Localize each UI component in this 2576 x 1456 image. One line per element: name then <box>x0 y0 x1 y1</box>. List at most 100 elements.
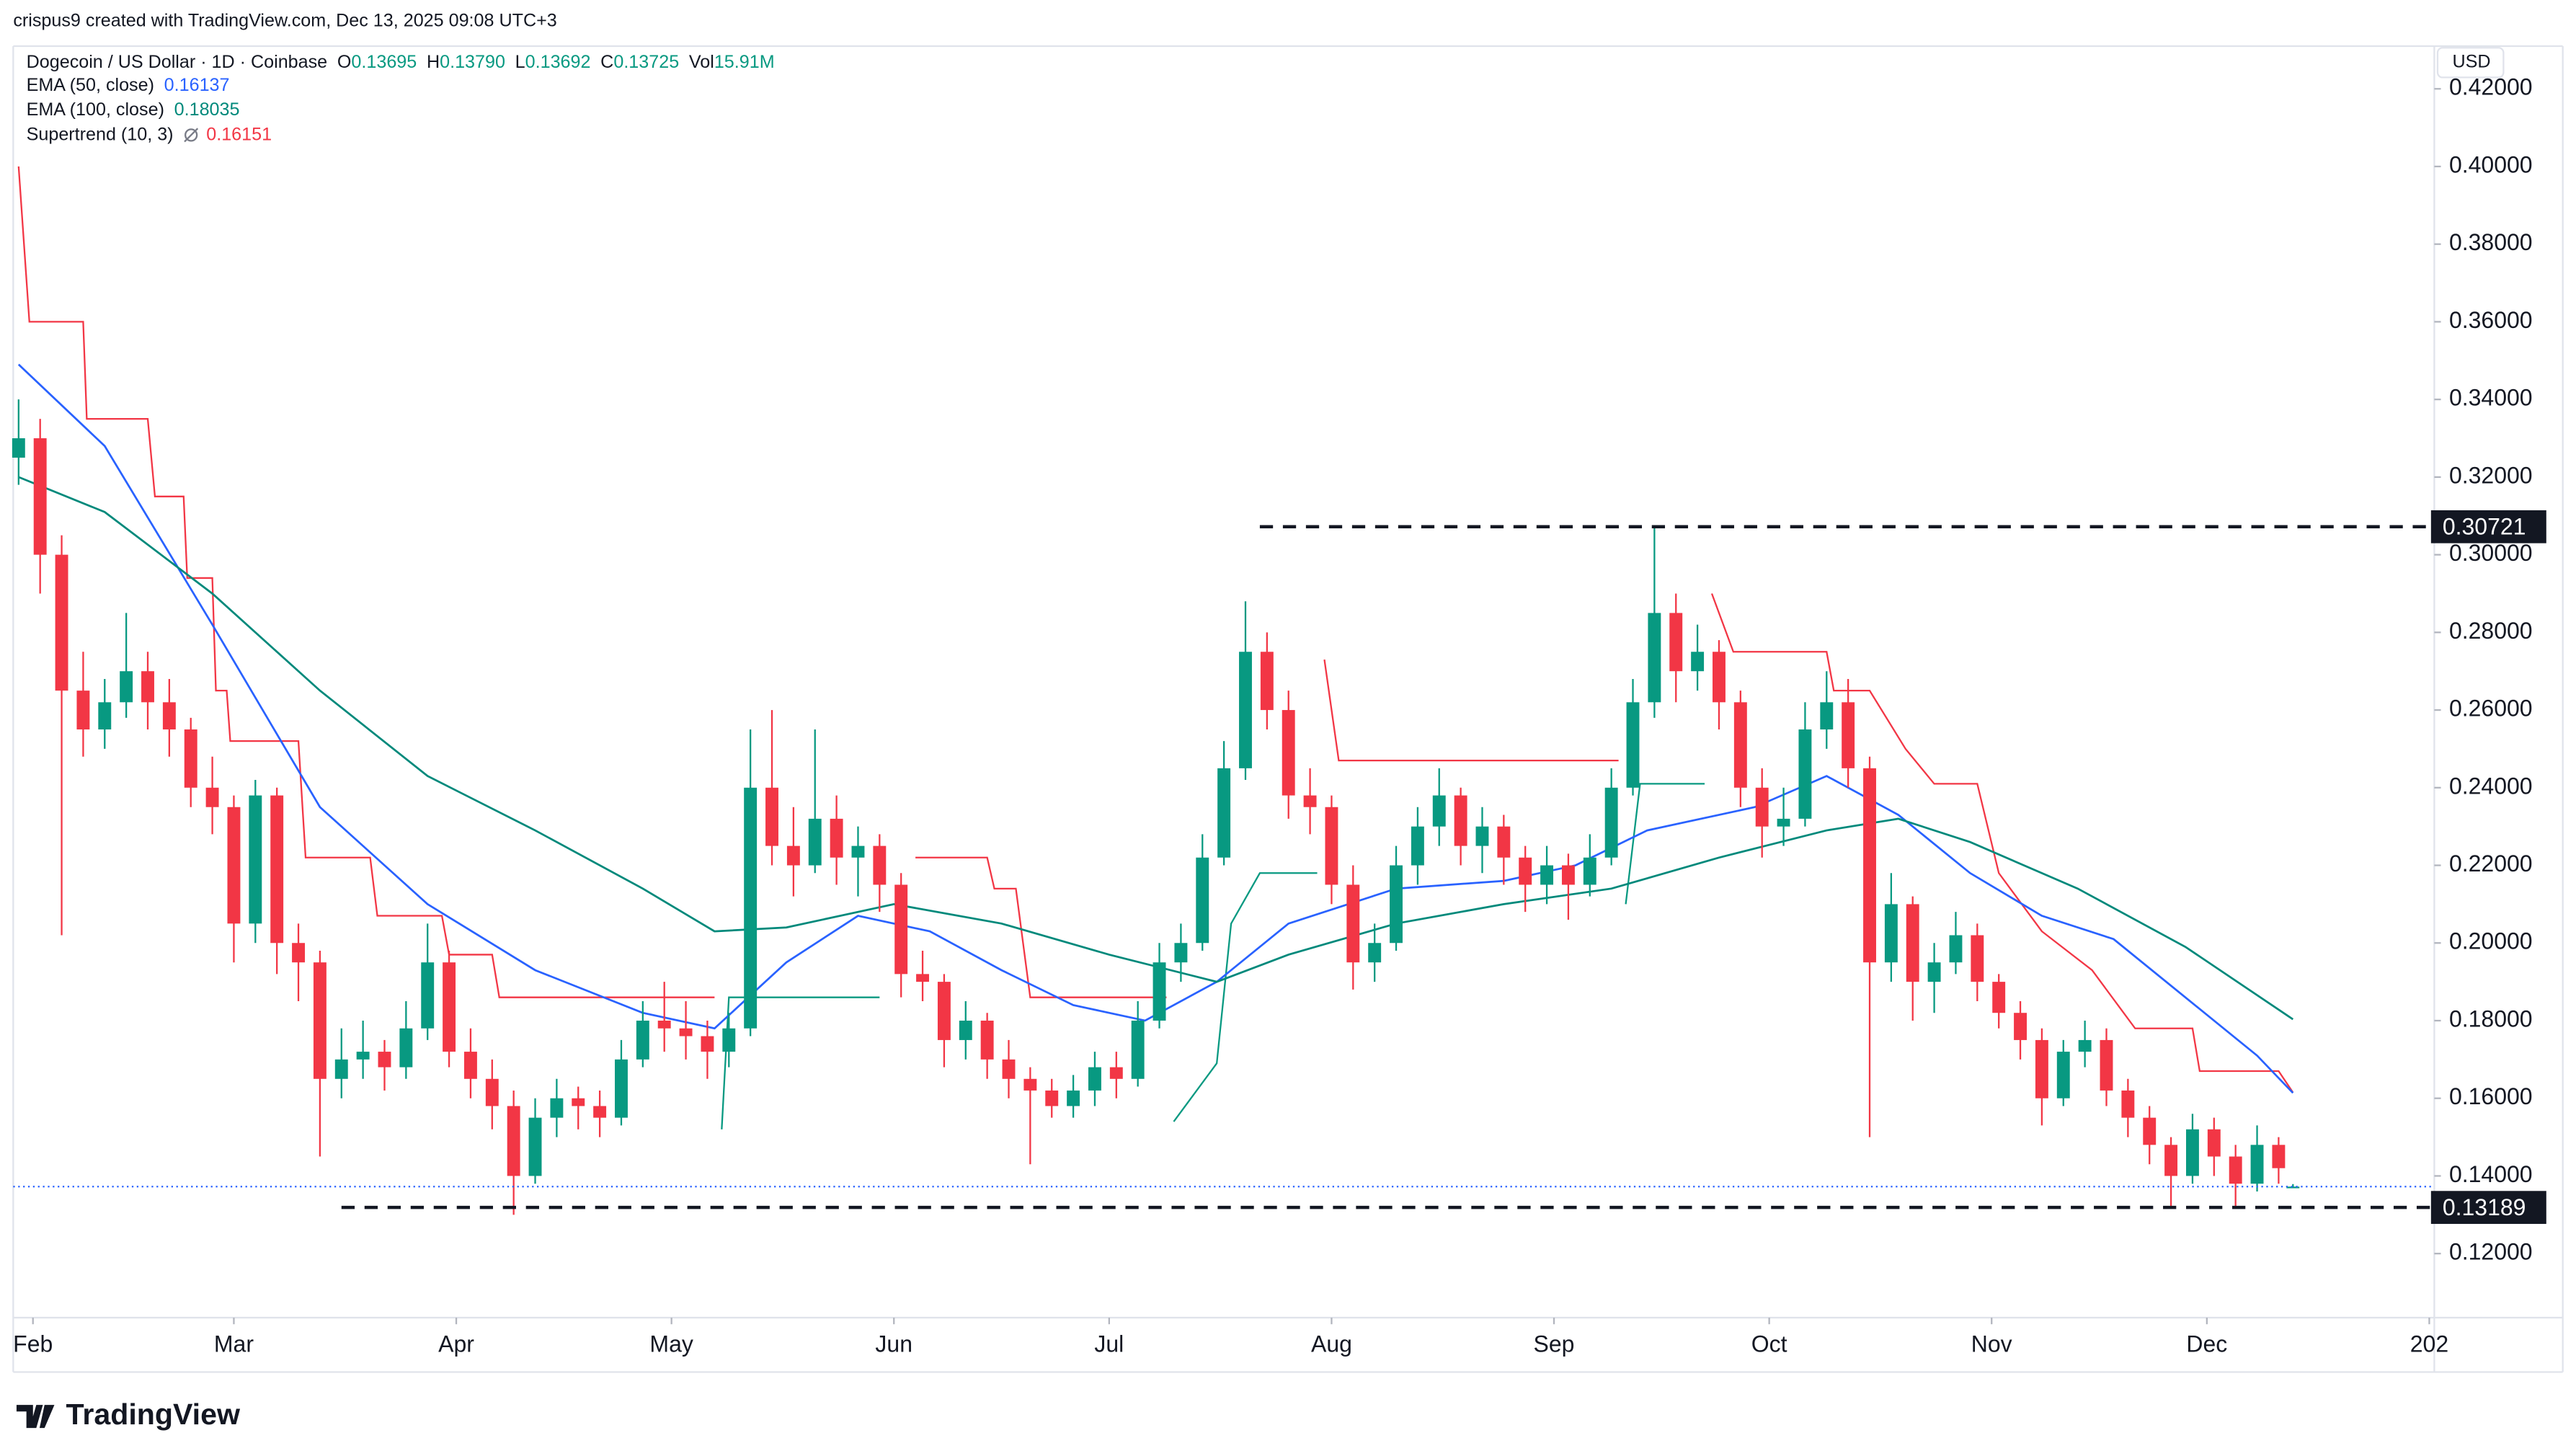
candle-body <box>1088 1067 1101 1091</box>
ohlc-value: 0.13695 <box>351 51 417 71</box>
candle-body <box>1777 818 1790 827</box>
candle-body <box>1519 857 1532 885</box>
candle-body <box>2250 1145 2264 1184</box>
ohlc-key: C <box>600 51 613 71</box>
candle-body <box>1196 857 1209 944</box>
candle-body <box>313 962 327 1079</box>
candle-body <box>550 1098 564 1118</box>
x-tick-label: Mar <box>214 1331 254 1357</box>
candle-body <box>485 1078 499 1106</box>
candle-body <box>873 845 887 885</box>
candle-body <box>593 1106 607 1118</box>
y-tick-label: 0.40000 <box>2449 151 2533 177</box>
candle-body <box>894 884 908 975</box>
candle-body <box>615 1059 628 1118</box>
candle-body <box>1325 807 1338 885</box>
y-tick-label: 0.28000 <box>2449 618 2533 644</box>
candle-body <box>55 554 68 691</box>
candle-body <box>1648 613 1661 703</box>
x-tick-label: 202 <box>2410 1331 2448 1357</box>
candle-body <box>937 982 951 1040</box>
legend-name: Supertrend (10, 3) <box>27 124 174 144</box>
candle-body <box>1604 787 1618 858</box>
level-price-box <box>2430 1191 2546 1224</box>
supertrend-line <box>721 996 880 1129</box>
candle-body <box>851 845 865 858</box>
candle-body <box>141 671 154 703</box>
y-tick-label: 0.42000 <box>2449 74 2533 100</box>
candle-body <box>76 691 90 730</box>
y-tick-label: 0.38000 <box>2449 229 2533 255</box>
candle-body <box>2100 1039 2113 1091</box>
y-tick-label: 0.18000 <box>2449 1006 2533 1031</box>
hidden-icon <box>184 128 199 143</box>
supertrend-line <box>915 856 1167 998</box>
y-tick-label: 0.34000 <box>2449 385 2533 411</box>
candle-body <box>1884 904 1898 963</box>
candle-body <box>701 1036 714 1052</box>
candle-body <box>249 795 262 924</box>
candle-body <box>33 438 47 555</box>
candle-body <box>1691 652 1705 672</box>
candle-body <box>378 1052 391 1067</box>
candle-body <box>184 729 197 788</box>
candle-body <box>1002 1059 1016 1079</box>
candle-body <box>1131 1020 1145 1079</box>
logo: TradingView <box>16 1398 241 1431</box>
currency: USD <box>2453 51 2491 71</box>
candle-body <box>1626 702 1640 788</box>
currency-box[interactable] <box>2436 47 2505 79</box>
candle-body <box>808 818 822 866</box>
y-tick-label: 0.30000 <box>2449 540 2533 566</box>
y-tick-label: 0.24000 <box>2449 773 2533 799</box>
candle-body <box>162 702 176 730</box>
candle-body <box>1045 1090 1059 1106</box>
candle-body <box>2207 1129 2221 1157</box>
candle-body <box>1411 826 1424 866</box>
candle-body <box>786 845 800 866</box>
candle-body <box>1023 1078 1037 1091</box>
ohlc-value: 0.13790 <box>440 51 505 71</box>
logo-text: TradingView <box>66 1398 241 1431</box>
candle-body <box>1971 935 1984 982</box>
candle-body <box>1152 962 1166 1021</box>
candle-body <box>1390 865 1403 944</box>
supertrend-line <box>17 166 715 998</box>
candle-body <box>1583 857 1596 885</box>
candle-body <box>2056 1052 2070 1098</box>
candle-body <box>12 438 25 458</box>
legend-row: Supertrend (10, 3) 0.16151 <box>27 124 272 144</box>
candle-body <box>1109 1067 1123 1079</box>
x-tick-label: May <box>649 1331 693 1357</box>
legend-row: EMA (50, close) 0.16137 <box>27 74 230 94</box>
candle-body <box>830 818 843 858</box>
candle-body <box>443 962 456 1052</box>
plot-area: 0.12000 0.14000 0.16000 0.18000 0.20000 0.220… <box>12 74 2533 1357</box>
candle-body <box>1067 1090 1080 1106</box>
legend-value: 0.18035 <box>174 99 240 120</box>
ohlc-key: O <box>337 51 352 71</box>
y-tick-label: 0.16000 <box>2449 1083 2533 1109</box>
hidden-icon[interactable] <box>185 128 198 142</box>
candle-body <box>1540 865 1554 885</box>
y-tick-label: 0.14000 <box>2449 1161 2533 1187</box>
candle-body <box>1475 826 1489 846</box>
logo-mark <box>16 1405 55 1429</box>
candle-body <box>292 943 305 963</box>
x-tick-label: Apr <box>438 1331 474 1357</box>
candle-body <box>1561 865 1575 885</box>
candle-body <box>1820 702 1834 730</box>
candle-body <box>1239 652 1252 768</box>
candle-body <box>1174 943 1188 963</box>
x-tick-label: Feb <box>13 1331 53 1357</box>
candle-body <box>959 1020 972 1040</box>
candle-body <box>1497 826 1511 858</box>
candle-body <box>421 962 435 1029</box>
x-tick-label: Sep <box>1534 1331 1575 1357</box>
legend-name: EMA (100, close) <box>27 99 164 120</box>
candle-body <box>916 974 930 982</box>
candle-body <box>679 1028 693 1036</box>
symbol-title: Dogecoin / US Dollar · 1D · Coinbase <box>27 51 328 71</box>
